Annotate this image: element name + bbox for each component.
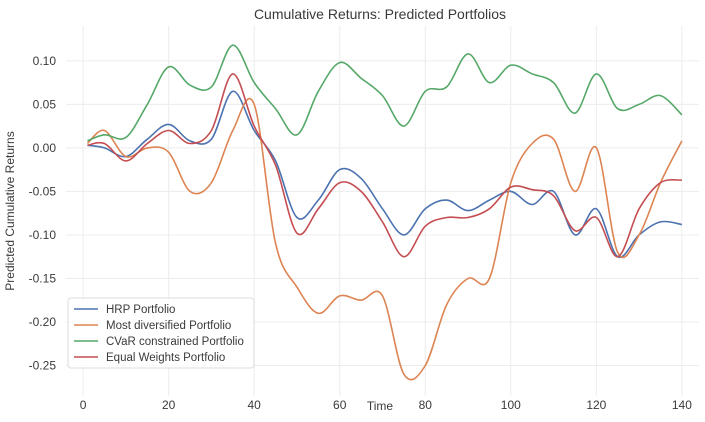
legend-box xyxy=(67,297,255,369)
y-tick-label: 0.00 xyxy=(33,141,57,155)
x-tick-label: 20 xyxy=(162,398,176,412)
legend-label: Most diversified Portfolio xyxy=(106,320,231,332)
x-tick-label: 80 xyxy=(419,398,433,412)
y-tick-labels: 0.10 0.05 0.00 -0.05 -0.10 -0.15 -0.20 -0.25 xyxy=(29,54,57,373)
series-line-1 xyxy=(87,90,683,259)
series-line-4 xyxy=(87,73,682,258)
x-tick-label: 0 xyxy=(80,398,87,412)
series-group xyxy=(86,44,683,381)
series-line-2 xyxy=(86,97,683,381)
x-tick-label: 100 xyxy=(501,398,521,412)
y-axis-label: Predicted Cumulative Returns xyxy=(3,131,17,290)
legend-label: Equal Weights Portfolio xyxy=(106,352,225,364)
x-tick-label: 60 xyxy=(333,398,347,412)
y-tick-label: -0.10 xyxy=(29,228,57,242)
chart-title: Cumulative Returns: Predicted Portfolios xyxy=(254,6,506,22)
y-tick-label: 0.10 xyxy=(33,54,57,68)
legend-label: CVaR constrained Portfolio xyxy=(106,336,244,348)
y-tick-label: -0.05 xyxy=(29,184,57,198)
x-axis-label: Time xyxy=(367,399,394,413)
x-tick-label: 120 xyxy=(586,398,606,412)
legend-label: HRP Portfolio xyxy=(106,304,175,316)
legend: HRP Portfolio Most diversified Portfolio C… xyxy=(67,297,255,369)
y-tick-label: -0.15 xyxy=(29,271,57,285)
grid xyxy=(66,26,699,396)
y-tick-label: 0.05 xyxy=(33,97,57,111)
y-tick-label: -0.20 xyxy=(29,315,57,329)
x-tick-label: 140 xyxy=(672,398,692,412)
y-tick-label: -0.25 xyxy=(29,359,57,373)
x-tick-label: 40 xyxy=(248,398,262,412)
series-line-3 xyxy=(87,44,683,142)
x-tick-labels: 0 20 40 60 80 100 120 140 xyxy=(80,398,692,412)
